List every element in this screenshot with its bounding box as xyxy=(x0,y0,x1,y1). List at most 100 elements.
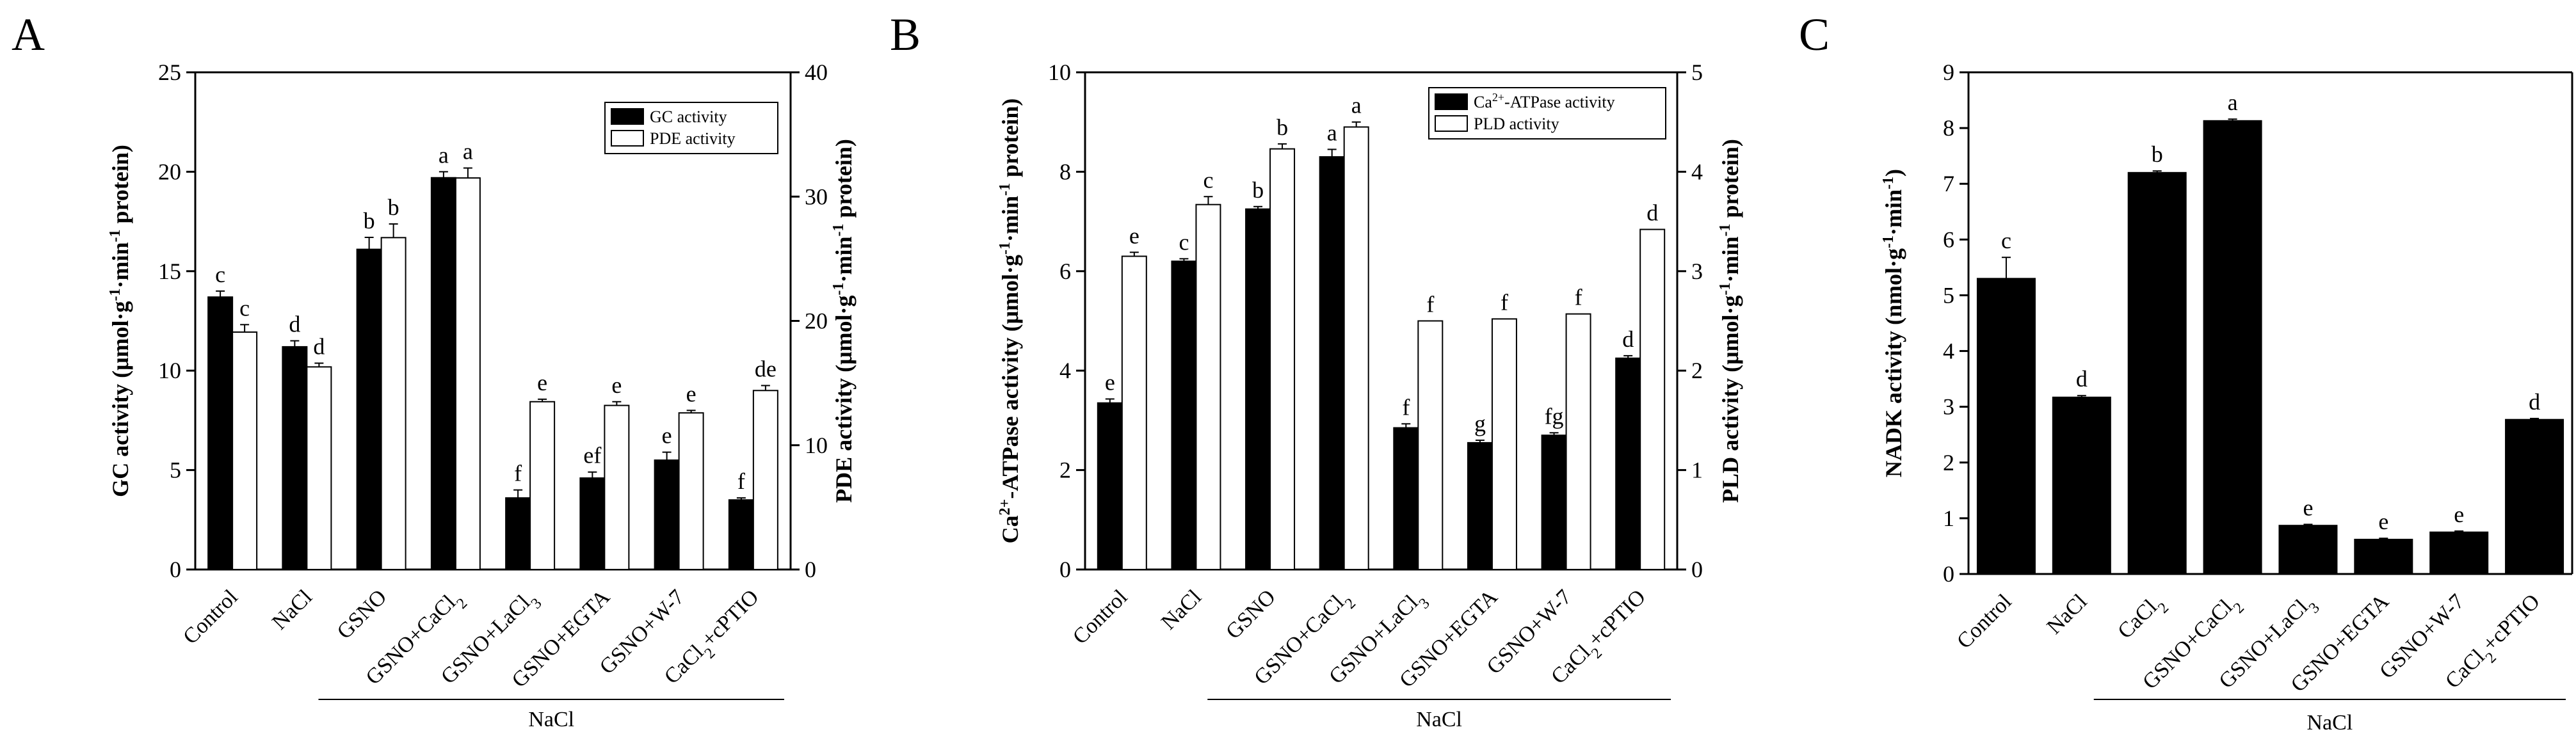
bar-pld-activity-0 xyxy=(1121,255,1147,570)
bar-pde-activity-2 xyxy=(380,237,407,571)
x-tick-label-base: Control xyxy=(1952,589,2017,653)
panel-letter: C xyxy=(1799,9,1830,60)
bar-ca2-atpase-activity-2 xyxy=(1245,208,1271,570)
significance-letter: c xyxy=(1203,167,1213,193)
bar-gc-activity-7 xyxy=(728,499,754,570)
y-title-end: protein) xyxy=(997,99,1023,183)
legend-swatch-1 xyxy=(1435,115,1468,132)
x-tick-label-tail: +cPTIO xyxy=(1584,585,1650,651)
y-tick-label-left: 0 xyxy=(1943,561,1954,587)
significance-letter: a xyxy=(463,139,473,164)
significance-letter: e xyxy=(662,423,672,449)
y-title-exp2: -1 xyxy=(830,223,847,236)
y-title-exp2: -1 xyxy=(107,229,124,242)
bar-pde-activity-5 xyxy=(604,404,630,571)
significance-letter: f xyxy=(1402,394,1410,420)
bar-ca2-atpase-activity-4 xyxy=(1393,427,1419,570)
y-tick-label-left: 10 xyxy=(1048,60,1071,85)
y-tick-label-right: 0 xyxy=(1691,557,1703,582)
y-title-exp2: -1 xyxy=(1717,223,1734,236)
x-tick-label-1: NaCl xyxy=(268,585,317,634)
significance-letter: d xyxy=(289,312,300,337)
legend-text-part: PDE activity xyxy=(650,129,736,148)
y-title-main: PDE activity (μmol·g xyxy=(831,296,857,503)
y-title-min: ·min xyxy=(831,236,857,282)
bar-ca2-atpase-activity-3 xyxy=(1319,156,1345,570)
x-tick-label-2: GSNO xyxy=(1221,585,1280,644)
bar-pld-activity-5 xyxy=(1491,318,1517,570)
y-tick-label-left: 0 xyxy=(1059,557,1071,582)
significance-letter: e xyxy=(537,370,547,395)
y-tick-label-left: 25 xyxy=(158,60,181,85)
significance-letter: de xyxy=(755,356,777,382)
y-title-exp1: -1 xyxy=(107,289,124,301)
significance-letter: e xyxy=(611,372,622,398)
y-tick-label-left: 2 xyxy=(1943,450,1954,475)
significance-letter: d xyxy=(1646,200,1658,226)
x-tick-label-base: NaCl xyxy=(1157,585,1206,634)
x-tick-label-tail: +cPTIO xyxy=(697,585,764,651)
y-title-main: -ATPase activity (μmol·g xyxy=(997,255,1023,499)
y-title-end: protein) xyxy=(1718,139,1743,223)
significance-letter: f xyxy=(737,468,745,494)
bar-nadk-activity-4 xyxy=(2278,525,2338,575)
y-tick-label-left: 10 xyxy=(158,358,181,383)
y-title-exp1: -1 xyxy=(997,242,1013,255)
legend-text-tail: -ATPase activity xyxy=(1504,93,1615,111)
significance-letter: b xyxy=(364,208,375,234)
y-title-main: PLD activity (μmol·g xyxy=(1718,296,1743,503)
legend-label-0: GC activity xyxy=(650,108,727,126)
group-label: NaCl xyxy=(528,708,574,731)
x-tick-label-0: Control xyxy=(1952,589,2017,653)
y-tick-label-right: 30 xyxy=(805,184,828,209)
y-tick-label-left: 8 xyxy=(1059,159,1071,184)
significance-letter: b xyxy=(1276,115,1288,140)
y-tick-label-right: 3 xyxy=(1691,259,1703,284)
y-tick-label-left: 0 xyxy=(170,557,181,582)
significance-letter: e xyxy=(2454,502,2464,527)
significance-letter: fg xyxy=(1545,403,1564,429)
x-tick-label-base: GSNO xyxy=(1221,585,1280,644)
y-axis-title-left: NADK activity (nmol·g-1·min-1) xyxy=(1880,169,1906,477)
x-tick-label-tail: +cPTIO xyxy=(2478,589,2545,656)
y-tick-label-left: 4 xyxy=(1943,339,1954,364)
bar-pde-activity-7 xyxy=(752,390,778,571)
y-tick-label-left: 15 xyxy=(158,259,181,284)
x-tick-label-1: NaCl xyxy=(2043,589,2092,639)
significance-letter: f xyxy=(1575,285,1582,310)
bar-nadk-activity-5 xyxy=(2354,538,2413,575)
bar-gc-activity-6 xyxy=(654,459,680,570)
bar-gc-activity-2 xyxy=(356,248,382,570)
y-tick-label-right: 0 xyxy=(805,557,816,582)
legend-text-base: PLD activity xyxy=(1474,115,1559,133)
significance-letter: e xyxy=(2303,495,2313,520)
significance-letter: d xyxy=(2076,366,2088,392)
y-title-end: protein) xyxy=(108,145,133,229)
significance-letter: d xyxy=(1622,326,1634,352)
significance-letter: e xyxy=(686,381,696,406)
bar-nadk-activity-6 xyxy=(2429,531,2489,575)
bar-pld-activity-2 xyxy=(1269,148,1296,570)
y-tick-label-right: 1 xyxy=(1691,458,1703,483)
y-title-exp1: -1 xyxy=(1880,235,1897,248)
bar-pld-activity-7 xyxy=(1639,228,1666,571)
significance-letter: d xyxy=(2529,389,2540,415)
significance-letter: ef xyxy=(583,443,601,468)
y-tick-label-right: 20 xyxy=(805,308,828,334)
y-axis-title-right: PLD activity (μmol·g-1·min-1 protein) xyxy=(1717,139,1743,503)
bar-pld-activity-4 xyxy=(1417,320,1444,570)
y-tick-label-left: 4 xyxy=(1059,358,1071,383)
significance-letter: c xyxy=(2001,228,2011,253)
y-title-main: GC activity (μmol·g xyxy=(108,301,133,497)
significance-letter: b xyxy=(2152,141,2163,167)
y-tick-label-left: 7 xyxy=(1943,171,1954,196)
bar-gc-activity-0 xyxy=(207,296,234,570)
legend-text-sup: 2+ xyxy=(1492,91,1504,104)
significance-letter: b xyxy=(388,195,399,220)
x-tick-label-base: CaCl xyxy=(2113,595,2162,644)
y-tick-label-left: 5 xyxy=(170,458,181,483)
y-tick-label-left: 1 xyxy=(1943,506,1954,531)
